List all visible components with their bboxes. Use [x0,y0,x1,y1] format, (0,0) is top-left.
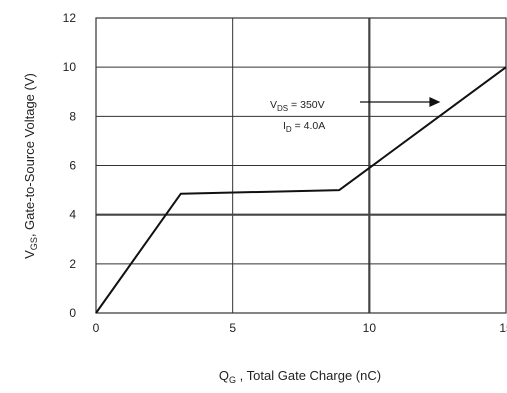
x-tick-label-10: 10 [363,321,377,335]
x-tick-label-5: 5 [229,321,236,335]
grid-layer [96,18,506,313]
y-tick-label-6: 6 [69,159,76,173]
y-tick-label-12: 12 [63,11,77,25]
series-layer [95,66,507,314]
annotation-id: ID = 4.0A [283,120,325,134]
x-tick-label-0: 0 [93,321,100,335]
y-tick-label-4: 4 [69,208,76,222]
y-tick-label-10: 10 [63,60,77,74]
ticks-layer: 0 5 10 15 0 2 4 6 8 10 12 [63,11,507,335]
plot-frame [95,17,507,314]
annotation-vds: VDS = 350V [270,99,325,113]
y-tick-label-8: 8 [69,109,76,123]
y-axis-label: VGS, Gate-to-Source Voltage (V) [22,73,39,259]
annotation-arrow-head [429,97,441,107]
x-tick-label-15: 15 [499,321,507,335]
series-line-0 [95,66,507,314]
y-tick-label-2: 2 [69,257,76,271]
x-axis-label: QG , Total Gate Charge (nC) [219,368,381,385]
y-tick-label-0: 0 [69,306,76,320]
